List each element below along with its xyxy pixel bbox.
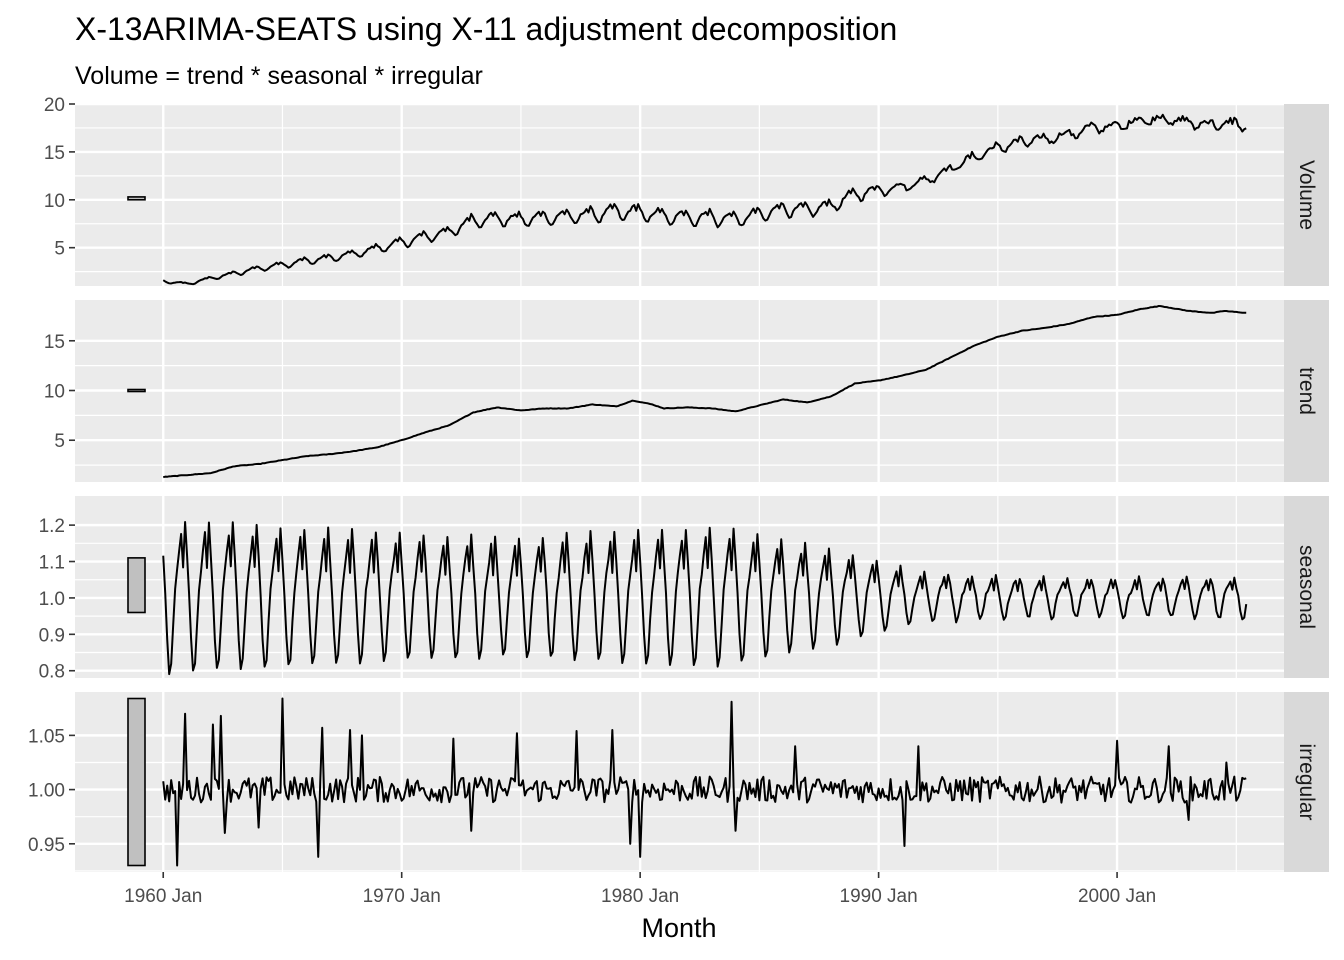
y-tick-label: 5: [54, 239, 65, 260]
x-tick-label: 1980 Jan: [601, 886, 679, 907]
y-tick-label: 0.9: [39, 625, 65, 646]
y-tick-label: 0.95: [28, 835, 65, 856]
series-line-seasonal: [162, 521, 1248, 676]
y-tick-label: 1.05: [28, 726, 65, 747]
chart-subtitle: Volume = trend * seasonal * irregular: [75, 62, 483, 90]
panel-background: [75, 496, 1284, 678]
strip-background: [1284, 300, 1329, 482]
chart-title: X-13ARIMA-SEATS using X-11 adjustment de…: [75, 11, 897, 47]
x-tick-label: 2000 Jan: [1078, 886, 1156, 907]
y-tick-label: 1.1: [39, 553, 65, 574]
panel-trend: 5 10 15 trend: [44, 300, 1329, 482]
strip-background: [1284, 692, 1329, 872]
y-tick-label: 20: [44, 95, 65, 116]
panels-group: 5 10 15 20 Volume 5 10 15 trend 0.8 0.9 1.0 1.1 1.2 se…: [28, 95, 1329, 872]
y-tick-label: 1.00: [28, 781, 65, 802]
y-tick-label: 1.0: [39, 589, 65, 610]
strip-label: irregular: [1295, 743, 1318, 820]
strip-label: seasonal: [1295, 545, 1318, 629]
range-bar: [127, 557, 146, 614]
y-tick-label: 1.2: [39, 516, 65, 537]
panel-irregular: 0.95 1.00 1.05 irregular: [28, 692, 1329, 872]
series-line-volume: [162, 113, 1247, 286]
panel-volume: 5 10 15 20 Volume: [44, 95, 1329, 286]
y-tick-label: 5: [54, 431, 65, 452]
y-tick-label: 0.8: [39, 662, 65, 683]
strip-background: [1284, 104, 1329, 286]
strip-background: [1284, 496, 1329, 678]
y-tick-label: 10: [44, 191, 65, 212]
x-axis: 1960 Jan 1970 Jan 1980 Jan 1990 Jan 2000 Jan: [124, 872, 1156, 907]
series-line-trend: [162, 304, 1247, 479]
range-bar: [127, 697, 146, 867]
y-tick-label: 15: [44, 143, 65, 164]
strip-label: trend: [1295, 367, 1318, 415]
y-tick-label: 10: [44, 382, 65, 403]
range-bar: [127, 196, 146, 201]
y-tick-label: 15: [44, 332, 65, 353]
strip-label: Volume: [1295, 160, 1318, 230]
range-bar: [127, 388, 146, 393]
series-line-irregular: [162, 697, 1247, 867]
x-tick-label: 1970 Jan: [363, 886, 441, 907]
x-axis-title: Month: [641, 913, 716, 943]
panel-seasonal: 0.8 0.9 1.0 1.1 1.2 seasonal: [39, 496, 1329, 683]
x-tick-label: 1990 Jan: [840, 886, 918, 907]
panel-background: [75, 104, 1284, 286]
x-tick-label: 1960 Jan: [124, 886, 202, 907]
